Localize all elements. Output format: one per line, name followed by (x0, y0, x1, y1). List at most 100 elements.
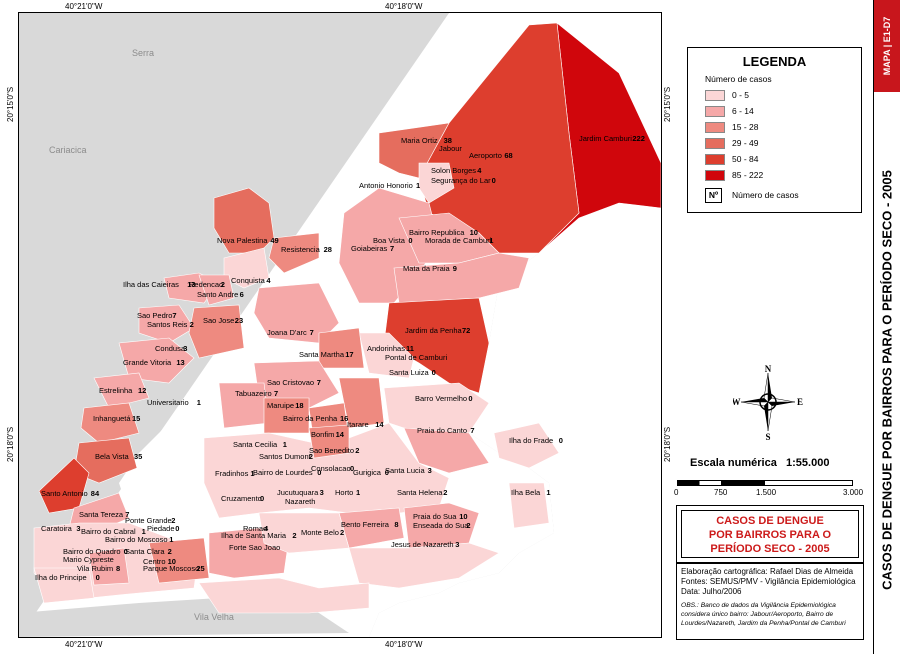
polygon-maruipe (263, 397, 310, 434)
cases-barro-vermelho: 0 (468, 394, 472, 403)
cases-ilha-de-santa-maria: 2 (292, 531, 296, 540)
cases-bento-ferreira: 8 (394, 520, 398, 529)
polygon-solon-borges (418, 162, 455, 204)
legend-swatch-3 (705, 122, 725, 133)
cases-estrelinha: 12 (138, 386, 146, 395)
cases-bonfim: 14 (336, 430, 345, 439)
cases-santa-lucia: 3 (428, 466, 432, 475)
continent (19, 13, 449, 503)
polygon-itarare (338, 377, 385, 429)
cases-sao-jose: 23 (235, 316, 243, 325)
label-sao-cristovao: Sao Cristovao (267, 378, 314, 387)
cases-joana-d-arc: 7 (310, 328, 314, 337)
polygon-sao-pedro (138, 304, 195, 344)
cases-goiabeiras: 7 (390, 244, 394, 253)
label-nova-palestina: Nova Palestina (217, 236, 268, 245)
label-inhangueta: Inhanguetá (93, 414, 131, 423)
cases-inhangueta: 15 (132, 414, 140, 423)
label-joana-d-arc: Joana D'arc (267, 328, 307, 337)
cases-jardim-da-penha: 72 (462, 326, 470, 335)
legend-subtitle: Número de casos (705, 74, 772, 84)
cases-ilha-bela: 1 (546, 488, 550, 497)
cases-tabuazeiro: 7 (274, 389, 278, 398)
cases-grande-vitoria: 13 (176, 358, 184, 367)
label-forte-sao-joao: Forte Sao Joao (229, 543, 280, 552)
cases-jesus-de-nazareth: 3 (455, 540, 459, 549)
label-bairro-do-cabral: Bairro do Cabral (81, 527, 136, 536)
cases-santa-helena: 2 (443, 488, 447, 497)
legend-swatch-1 (705, 90, 725, 101)
polygon-vila-rubim (88, 547, 130, 586)
legend-box: LEGENDA Número de casos 0 - 5 6 - 14 15 … (687, 47, 862, 213)
label-santos-reis: Santos Reis (147, 320, 188, 329)
cases-piedade: 0 (175, 524, 179, 533)
label-gurigica: Gurigica (353, 468, 382, 477)
legend-label-6: 85 - 222 (732, 170, 764, 180)
label-cruzamento: Cruzamento (221, 494, 262, 503)
polygon-santo-antonio (38, 457, 90, 514)
label-santa-tereza: Santa Tereza (79, 510, 124, 519)
title-line-1: CASOS DE DENGUE (716, 515, 824, 527)
cases-andorinhas: 11 (406, 344, 414, 353)
label-pontal-de-camburi: Pontal de Camburi (385, 353, 447, 362)
compass-rose-icon: N S W E (733, 364, 803, 441)
coord-top-left: 40°21'0"W (65, 2, 103, 11)
label-sao-benedito: Sao Benedito (309, 446, 354, 455)
label-aeroporto: Aeroporto (469, 151, 502, 160)
label-sao-jose: Sao Jose (203, 316, 234, 325)
label-bela-vista: Bela Vista (95, 452, 129, 461)
cases-jucutuquara: 3 (320, 488, 324, 497)
cases-sao-pedro: 7 (172, 311, 176, 320)
label-consolacao: Consolacao (311, 464, 351, 473)
place-cariacica: Cariacica (49, 145, 87, 155)
label-caratoira: Caratoira (41, 524, 73, 533)
label-santa-martha: Santa Martha (299, 350, 345, 359)
cases-parque-moscoso: 25 (196, 564, 204, 573)
label-universitario: Universitario (147, 398, 189, 407)
label-maruipe: Maruipe (267, 401, 294, 410)
compass-s: S (765, 432, 770, 441)
label-santa-luiza: Santa Luiza (389, 368, 429, 377)
label-piedade: Piedade (147, 524, 175, 533)
label-bairro-republica: Bairro Republica (409, 228, 465, 237)
cases-nova-palestina: 49 (270, 236, 278, 245)
cases-monte-belo: 2 (340, 528, 344, 537)
polygon-vila-velha-strip (198, 577, 370, 614)
label-horto: Horto (335, 488, 353, 497)
cases-santo-andre: 6 (240, 290, 244, 299)
label-ilha-das-caieiras: Ilha das Caieiras (123, 280, 179, 289)
polygon-inhangueta (80, 402, 140, 444)
polygon-grande-vitoria (118, 337, 195, 384)
cases-maria-ortiz: 38 (444, 136, 452, 145)
cases-santa-tereza: 7 (125, 510, 129, 519)
scale-title: Escala numérica 1:55.000 (690, 457, 829, 469)
label-estrelinha: Estrelinha (99, 386, 133, 395)
cases-condusa: 3 (183, 344, 187, 353)
polygon-redencao (198, 274, 235, 306)
side-code-badge: MAPA | E1-D7 (874, 0, 900, 92)
legend-label-3: 15 - 28 (732, 122, 759, 132)
cases-ilha-do-principe: 0 (96, 573, 100, 582)
label-andorinhas: Andorinhas (367, 344, 405, 353)
label-grande-vitoria: Grande Vitoria (123, 358, 172, 367)
polygon-santa-maria (258, 512, 350, 554)
legend-swatch-5 (705, 154, 725, 165)
polygon-andorinhas (358, 332, 415, 379)
label-santo-andre: Santo Andre (197, 290, 238, 299)
legend-label-4: 29 - 49 (732, 138, 759, 148)
label-itarare: Itarare (347, 420, 369, 429)
label-fradinhos: Fradinhos (215, 469, 249, 478)
info-author: Elaboração cartográfica: Rafael Dias de … (681, 567, 854, 576)
side-code-text: MAPA | E1-D7 (882, 16, 892, 76)
cases-boa-vista: 0 (408, 236, 412, 245)
coord-bottom-right: 40°18'0"W (385, 640, 423, 649)
polygon-resistencia (268, 232, 320, 274)
label-resistencia: Resistencia (281, 245, 321, 254)
label-bonfim: Bonfim (311, 430, 334, 439)
sea-bay (119, 203, 661, 637)
legend-swatch-2 (705, 106, 725, 117)
cases-santo-antonio: 84 (91, 489, 100, 498)
info-date: Data: Julho/2006 (681, 587, 742, 596)
